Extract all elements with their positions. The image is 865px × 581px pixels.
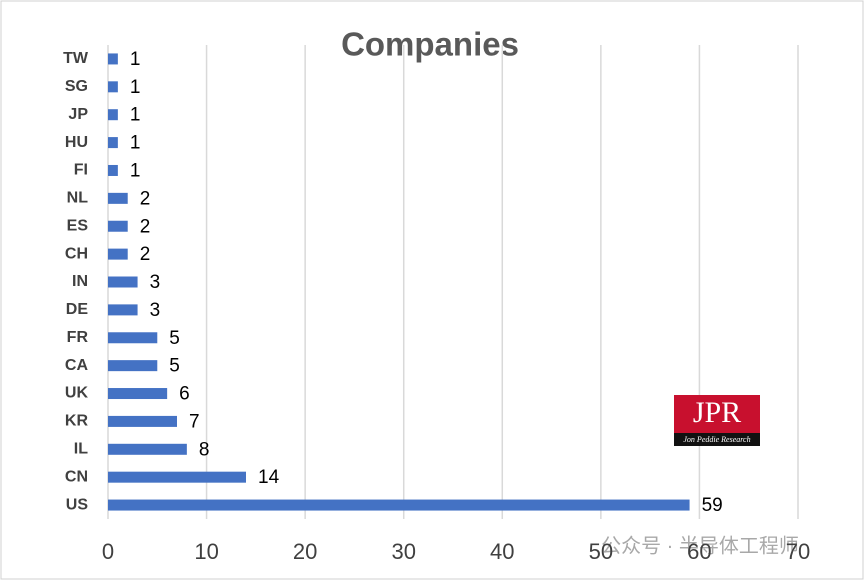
data-label: 2	[140, 244, 151, 265]
bar	[108, 220, 128, 232]
y-tick-label: SG	[65, 78, 88, 95]
data-label: 1	[130, 133, 141, 154]
bar	[108, 248, 128, 260]
y-tick-label: ES	[67, 217, 89, 234]
y-tick-label: US	[66, 496, 89, 513]
data-label: 3	[150, 272, 161, 293]
y-tick-label: FR	[67, 329, 89, 346]
x-tick-label: 10	[194, 539, 218, 564]
bar	[108, 53, 118, 65]
bar	[108, 304, 138, 316]
data-label: 5	[169, 328, 180, 349]
logo-box	[674, 395, 760, 433]
bar	[108, 109, 118, 121]
data-label: 1	[130, 49, 141, 70]
y-tick-label: IL	[74, 441, 88, 458]
y-tick-label: TW	[63, 50, 89, 67]
data-label: 7	[189, 411, 200, 432]
x-tick-label: 70	[786, 539, 810, 564]
chart-title: Companies	[341, 26, 519, 63]
bar	[108, 415, 177, 427]
y-tick-label: HU	[65, 134, 88, 151]
logo-title: JPR	[693, 396, 741, 429]
y-tick-label: NL	[67, 190, 89, 207]
data-label: 1	[130, 160, 141, 181]
y-tick-label: DE	[66, 301, 89, 318]
x-tick-label: 60	[687, 539, 711, 564]
logo: JPR Jon Peddie Research	[674, 395, 760, 446]
bar	[108, 388, 168, 400]
x-tick-label: 30	[391, 539, 415, 564]
data-label: 8	[199, 439, 210, 460]
y-tick-label: CH	[65, 245, 88, 262]
y-tick-label: IN	[72, 273, 88, 290]
bar	[108, 137, 118, 149]
y-tick-label: JP	[68, 106, 88, 123]
x-tick-label: 50	[589, 539, 613, 564]
x-tick-label: 0	[102, 539, 114, 564]
y-tick-label: CN	[65, 468, 88, 485]
bar	[108, 164, 118, 176]
bar	[108, 276, 138, 288]
x-tick-label: 40	[490, 539, 514, 564]
data-label: 2	[140, 188, 151, 209]
watermark: 公众号 · 半导体工程师	[601, 534, 799, 557]
y-tick-label: KR	[65, 413, 89, 430]
data-label: 1	[130, 77, 141, 98]
bar	[108, 192, 128, 204]
data-label: 59	[702, 495, 723, 516]
data-label: 5	[169, 356, 180, 377]
bar	[108, 332, 158, 344]
data-label: 6	[179, 384, 190, 405]
data-label: 1	[130, 105, 141, 126]
logo-subtitle: Jon Peddie Research	[683, 435, 750, 444]
bar	[108, 81, 118, 93]
y-tick-label: FI	[74, 162, 88, 179]
bar	[108, 471, 246, 483]
data-label: 14	[258, 467, 280, 488]
bar	[108, 499, 690, 511]
y-tick-label: CA	[65, 357, 89, 374]
bar	[108, 443, 187, 455]
y-tick-label: UK	[65, 385, 89, 402]
data-label: 2	[140, 216, 151, 237]
logo-band	[674, 433, 760, 446]
x-tick-label: 20	[293, 539, 317, 564]
bar	[108, 360, 158, 372]
data-label: 3	[150, 300, 161, 321]
